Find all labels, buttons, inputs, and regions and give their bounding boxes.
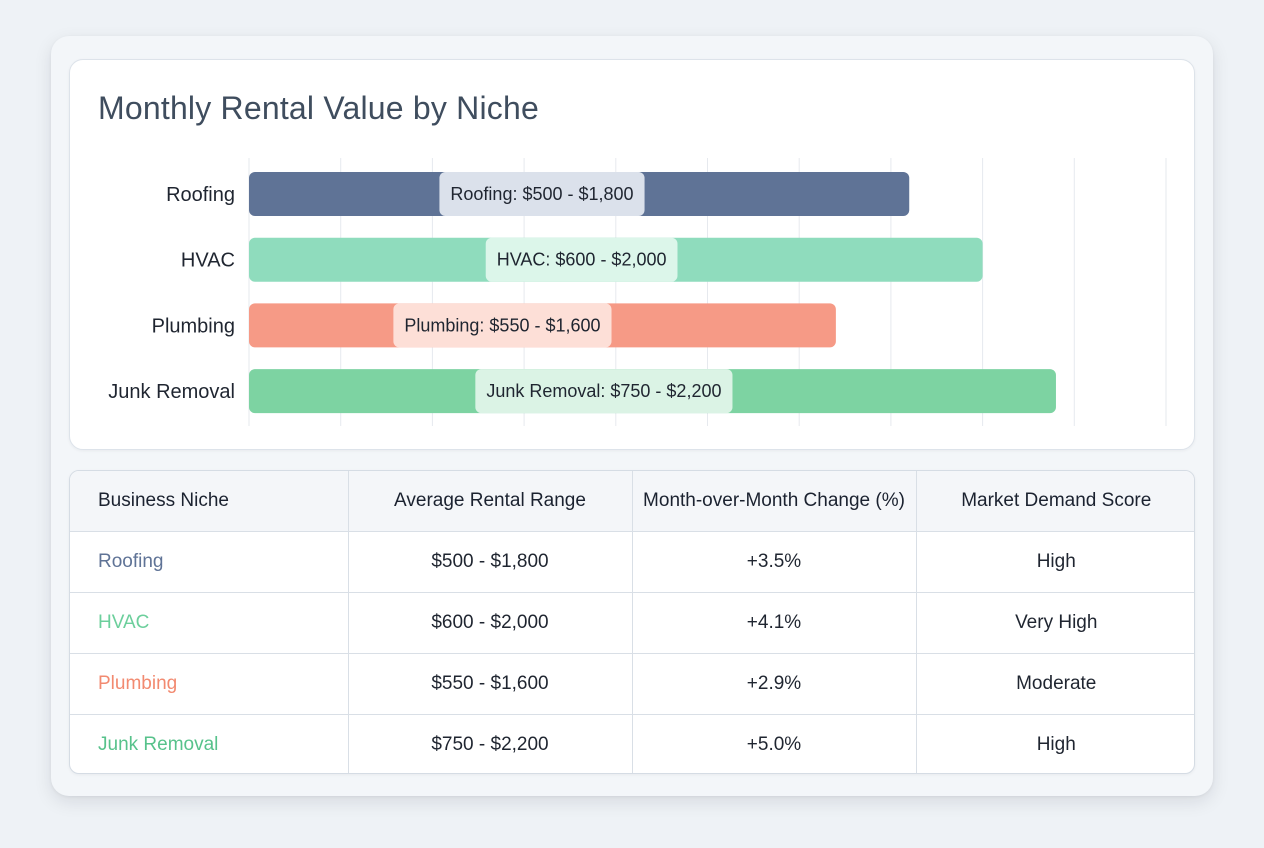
data-label-background <box>485 237 678 282</box>
category-label: Roofing <box>166 184 235 206</box>
niche-cell: Junk Removal <box>70 714 349 773</box>
chart-card: Monthly Rental Value by Niche Roofing HVA… <box>69 59 1195 450</box>
range-cell: $500 - $1,800 <box>348 531 633 593</box>
niche-table: Business Niche Average Rental Range Mont… <box>70 471 1194 773</box>
category-label: Junk Removal <box>108 381 235 403</box>
demand-cell: Moderate <box>916 653 1194 715</box>
data-label-background <box>393 303 612 348</box>
column-header-range: Average Rental Range <box>348 471 633 532</box>
demand-cell: High <box>1036 734 1076 755</box>
data-label-background <box>475 369 733 414</box>
column-header-change: Month-over-Month Change (%) <box>632 471 917 532</box>
category-label: Plumbing <box>152 315 235 337</box>
niche-cell: Plumbing <box>70 653 349 715</box>
demand-cell: High <box>916 531 1194 593</box>
data-label: HVAC: $600 - $2,000 <box>497 250 667 270</box>
data-label: Junk Removal: $750 - $2,200 <box>486 381 721 401</box>
chart-category-labels: Roofing HVAC Plumbing Junk Removal <box>108 184 235 403</box>
table-row: Junk Removal $750 - $2,200 +5.0% High <box>70 714 1194 773</box>
change-cell: +2.9% <box>632 653 917 715</box>
change-cell: +4.1% <box>632 592 917 654</box>
niche-cell: HVAC <box>70 592 349 654</box>
range-cell: $550 - $1,600 <box>348 653 633 715</box>
niche-cell: Roofing <box>70 531 349 593</box>
data-label: Plumbing: $550 - $1,600 <box>404 315 600 335</box>
column-header-niche: Business Niche <box>70 471 349 532</box>
range-cell: $600 - $2,000 <box>348 592 633 654</box>
data-label: Roofing: $500 - $1,800 <box>450 184 633 204</box>
table-row: Roofing $500 - $1,800 +3.5% High <box>70 531 1194 593</box>
data-label-background <box>439 172 645 216</box>
chart-data-labels: Roofing: $500 - $1,800 HVAC: $600 - $2,00… <box>393 172 733 414</box>
niche-table-card: Business Niche Average Rental Range Mont… <box>69 470 1195 774</box>
demand-cell: Very High <box>916 592 1194 654</box>
table-row: HVAC $600 - $2,000 +4.1% Very High <box>70 592 1194 654</box>
chart-title: Monthly Rental Value by Niche <box>98 90 539 126</box>
category-label: HVAC <box>181 250 235 272</box>
range-cell: $750 - $2,200 <box>348 714 633 773</box>
bar-chart: Roofing HVAC Plumbing Junk Removal Roofing:… <box>108 158 1167 426</box>
table-row: Plumbing $550 - $1,600 +2.9% Moderate <box>70 653 1194 715</box>
table-header-row: Business Niche Average Rental Range Mont… <box>70 471 1194 532</box>
change-cell: +5.0% <box>632 714 917 773</box>
column-header-demand: Market Demand Score <box>916 471 1194 532</box>
change-cell: +3.5% <box>632 531 917 593</box>
